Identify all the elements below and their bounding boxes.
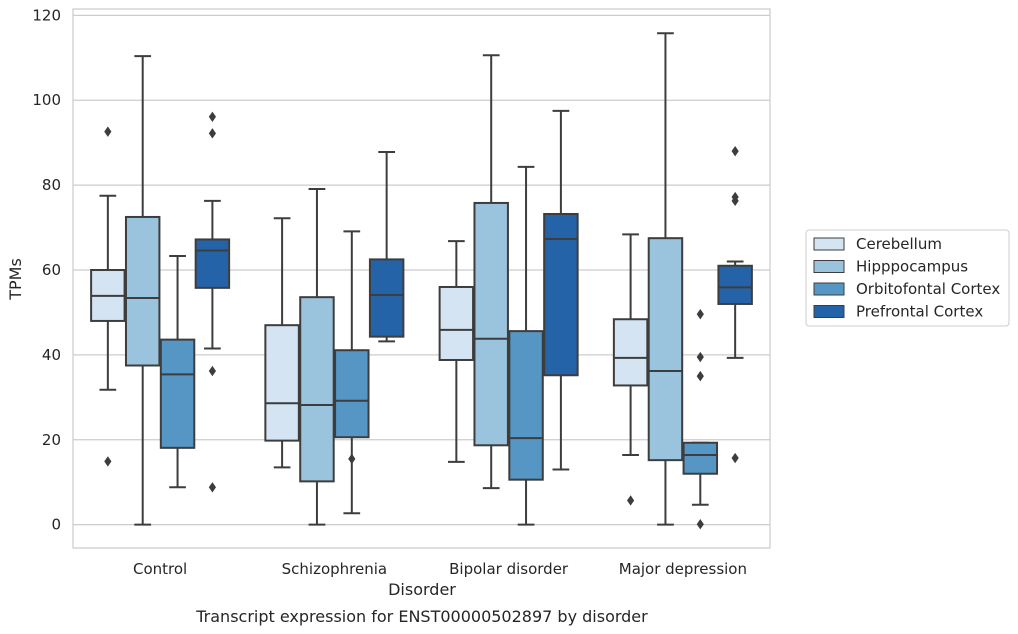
x-tick-label-2: Bipolar disorder [449, 560, 569, 578]
outlier-point-2 [731, 195, 739, 207]
box-body [682, 441, 719, 475]
box-body [334, 349, 370, 439]
outlier-point-0 [627, 495, 635, 506]
box-2-3 [543, 109, 579, 471]
legend-swatch [813, 282, 845, 296]
outlier-point-3 [208, 482, 216, 493]
x-tick-label-3: Major depression [619, 560, 747, 578]
outlier-point-1 [104, 456, 112, 467]
x-tick-labels: Control Schizophrenia Bipolar disorder Majo… [133, 560, 747, 578]
legend-label: Hipppocampus [856, 258, 968, 276]
box-1-1 [299, 187, 335, 526]
legend-swatch [813, 237, 845, 251]
legend: Cerebellum Hipppocampus Orbitofontal Corte… [805, 229, 1010, 327]
box-1-2 [334, 230, 370, 515]
box-3-3 [717, 145, 753, 464]
legend-frame [805, 229, 1010, 327]
legend-item-0: Cerebellum [813, 235, 942, 253]
x-tick-label-1: Schizophrenia [282, 560, 387, 578]
box-body [612, 318, 649, 387]
legend-label: Cerebellum [856, 235, 942, 253]
chart-caption: Transcript expression for ENST0000050289… [195, 607, 648, 626]
outlier-point-0 [104, 126, 112, 137]
box-body [473, 201, 509, 447]
legend-swatch [813, 305, 845, 318]
box-1-0 [264, 217, 300, 469]
y-tick-label-3: 60 [42, 261, 61, 279]
box-body [159, 338, 196, 449]
box-0-2 [159, 255, 196, 489]
y-tick-label-2: 40 [42, 346, 61, 364]
legend-label: Prefrontal Cortex [856, 303, 983, 321]
box-body [508, 330, 544, 481]
box-body [368, 258, 405, 338]
box-3-0 [612, 233, 649, 506]
box-3-2 [682, 308, 719, 530]
outlier-point-0 [208, 111, 216, 122]
y-tick-label-5: 100 [32, 91, 61, 109]
box-body [264, 324, 300, 442]
box-2-1 [473, 54, 509, 490]
box-body [543, 212, 579, 377]
box-body [299, 296, 335, 483]
outlier-point-3 [696, 519, 704, 530]
outlier-point-0 [731, 145, 739, 157]
box-body [438, 285, 475, 361]
outlier-point-1 [696, 351, 704, 363]
outlier-point-2 [696, 370, 704, 382]
y-tick-label-6: 120 [32, 6, 61, 24]
outlier-point-3 [731, 452, 739, 464]
box-body [194, 238, 231, 289]
outlier-point-1 [208, 128, 216, 139]
box-3-1 [647, 32, 684, 526]
box-1-3 [368, 151, 405, 343]
outlier-point-0 [348, 453, 356, 465]
legend-item-3: Prefrontal Cortex [813, 303, 983, 321]
box-body [124, 215, 161, 367]
y-tick-label-1: 20 [42, 431, 61, 449]
y-axis-label: TPMs [6, 258, 25, 301]
plot-frame [72, 8, 771, 549]
box-0-0 [90, 126, 126, 467]
y-tick-label-0: 0 [51, 516, 61, 534]
box-body [717, 264, 753, 305]
box-body [647, 237, 684, 462]
x-axis-label: Disorder [388, 580, 456, 599]
outlier-point-0 [696, 308, 704, 320]
box-2-2 [508, 165, 544, 526]
box-0-1 [124, 55, 161, 526]
boxes [90, 32, 753, 530]
legend-item-2: Orbitofontal Cortex [813, 280, 1000, 298]
legend-label: Orbitofontal Cortex [856, 280, 1000, 298]
legend-swatch [813, 260, 845, 273]
outlier-point-2 [208, 365, 216, 377]
box-2-0 [438, 240, 475, 463]
x-tick-label-0: Control [133, 560, 187, 578]
y-tick-labels: 0 20 40 60 80 100 120 [32, 6, 61, 533]
y-tick-label-4: 80 [42, 176, 61, 194]
box-0-3 [194, 111, 231, 493]
legend-item-1: Hipppocampus [813, 258, 968, 276]
